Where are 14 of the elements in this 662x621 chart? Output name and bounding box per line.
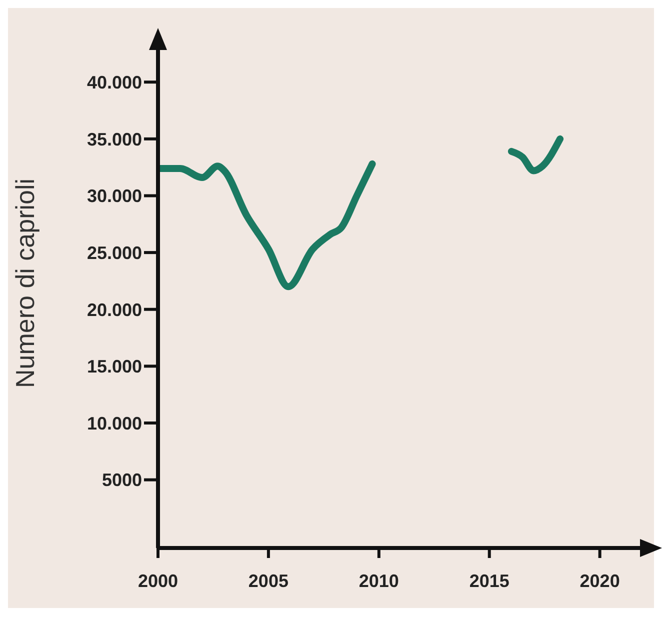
y-axis-title: Numero di caprioli bbox=[10, 178, 40, 388]
y-tick-label: 30.000 bbox=[86, 186, 142, 206]
y-tick-label: 5000 bbox=[102, 470, 142, 490]
x-tick-label: 2020 bbox=[580, 570, 620, 591]
y-tick-label: 25.000 bbox=[86, 242, 142, 263]
x-tick-label: 2005 bbox=[248, 570, 288, 591]
y-tick-label: 40.000 bbox=[86, 72, 142, 92]
y-tick-label: 10.000 bbox=[86, 413, 142, 434]
y-tick-label: 20.000 bbox=[86, 300, 142, 320]
x-tick-label: 2000 bbox=[138, 570, 178, 591]
x-tick-label: 2010 bbox=[358, 570, 399, 591]
x-tick-label: 2015 bbox=[469, 570, 510, 591]
y-tick-label: 15.000 bbox=[86, 356, 142, 377]
y-tick-label: 35.000 bbox=[86, 129, 142, 150]
